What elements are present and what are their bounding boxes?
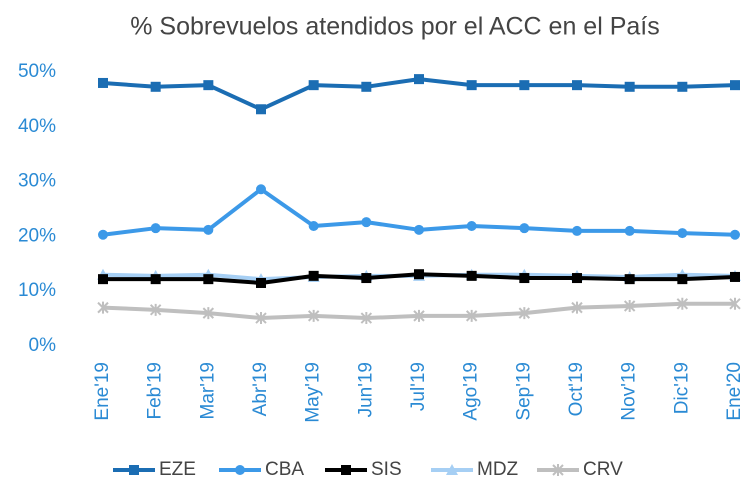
data-point: [150, 81, 161, 92]
y-tick-label: 10%: [18, 280, 56, 301]
legend-label: MDZ: [477, 459, 519, 480]
data-point: [256, 184, 266, 195]
data-point: [361, 81, 372, 92]
legend-marker: [446, 464, 458, 475]
x-tick-label: Ene'20: [724, 362, 745, 421]
y-tick-label: 20%: [18, 225, 56, 246]
legend-label: CRV: [583, 459, 623, 480]
legend-marker: [552, 464, 564, 476]
data-point: [203, 274, 214, 285]
legend-marker: [129, 465, 139, 475]
data-point: [677, 228, 688, 239]
data-point: [361, 217, 372, 228]
data-point: [572, 273, 582, 284]
legend-label: EZE: [159, 459, 196, 480]
chart-title: % Sobrevuelos atendidos por el ACC en el…: [130, 13, 659, 41]
x-tick-label: Dic'19: [671, 362, 692, 414]
data-point: [360, 312, 373, 325]
data-point: [518, 307, 531, 320]
x-tick-label: Jul'19: [408, 362, 429, 411]
data-point: [255, 312, 267, 325]
data-point: [149, 303, 162, 316]
x-tick-label: Sep'19: [513, 362, 534, 421]
data-point: [676, 297, 689, 310]
x-tick-label: May'19: [303, 362, 324, 423]
data-point: [98, 274, 108, 285]
data-point: [730, 80, 740, 91]
data-point: [203, 224, 214, 235]
x-tick-label: Ene'19: [92, 362, 113, 421]
x-tick-label: Mar'19: [197, 362, 218, 419]
y-tick-label: 40%: [18, 116, 56, 137]
data-point: [98, 229, 108, 240]
data-point: [202, 307, 215, 320]
data-point: [519, 223, 530, 234]
y-tick-label: 50%: [18, 61, 56, 82]
data-point: [308, 220, 319, 231]
legend-marker: [341, 465, 351, 475]
data-point: [572, 225, 582, 236]
data-point: [256, 104, 266, 115]
x-tick-label: Abr'19: [250, 362, 271, 416]
data-point: [729, 297, 741, 310]
data-point: [677, 81, 688, 92]
data-point: [308, 270, 319, 281]
x-tick-label: Feb'19: [145, 362, 166, 420]
data-point: [413, 309, 425, 322]
data-point: [519, 273, 530, 284]
data-point: [519, 80, 530, 91]
data-point: [466, 270, 477, 281]
y-tick-label: 30%: [18, 171, 56, 192]
data-point: [624, 225, 635, 236]
data-point: [97, 301, 109, 314]
data-point: [307, 309, 320, 322]
data-point: [150, 223, 161, 234]
x-tick-label: Ago'19: [461, 362, 482, 421]
data-point: [730, 229, 740, 240]
data-point: [150, 274, 161, 285]
data-point: [677, 274, 688, 285]
data-point: [466, 80, 477, 91]
x-tick-label: Jun'19: [355, 362, 376, 417]
data-point: [414, 224, 424, 235]
data-point: [624, 274, 635, 285]
x-tick-label: Nov'19: [619, 362, 640, 421]
legend-label: CBA: [265, 459, 304, 480]
y-tick-label: 0%: [29, 335, 57, 356]
data-point: [624, 81, 635, 92]
legend-label: SIS: [371, 459, 402, 480]
data-point: [308, 80, 319, 91]
data-point: [203, 80, 214, 91]
data-point: [256, 277, 266, 288]
data-point: [465, 309, 478, 322]
data-point: [414, 269, 424, 280]
data-point: [730, 271, 740, 282]
legend-marker: [235, 465, 245, 475]
data-point: [572, 80, 582, 91]
data-point: [466, 220, 477, 231]
data-point: [414, 74, 424, 85]
data-point: [361, 273, 372, 284]
data-point: [98, 77, 108, 88]
data-point: [571, 301, 583, 314]
data-point: [623, 299, 636, 312]
x-tick-label: Oct'19: [566, 362, 587, 416]
